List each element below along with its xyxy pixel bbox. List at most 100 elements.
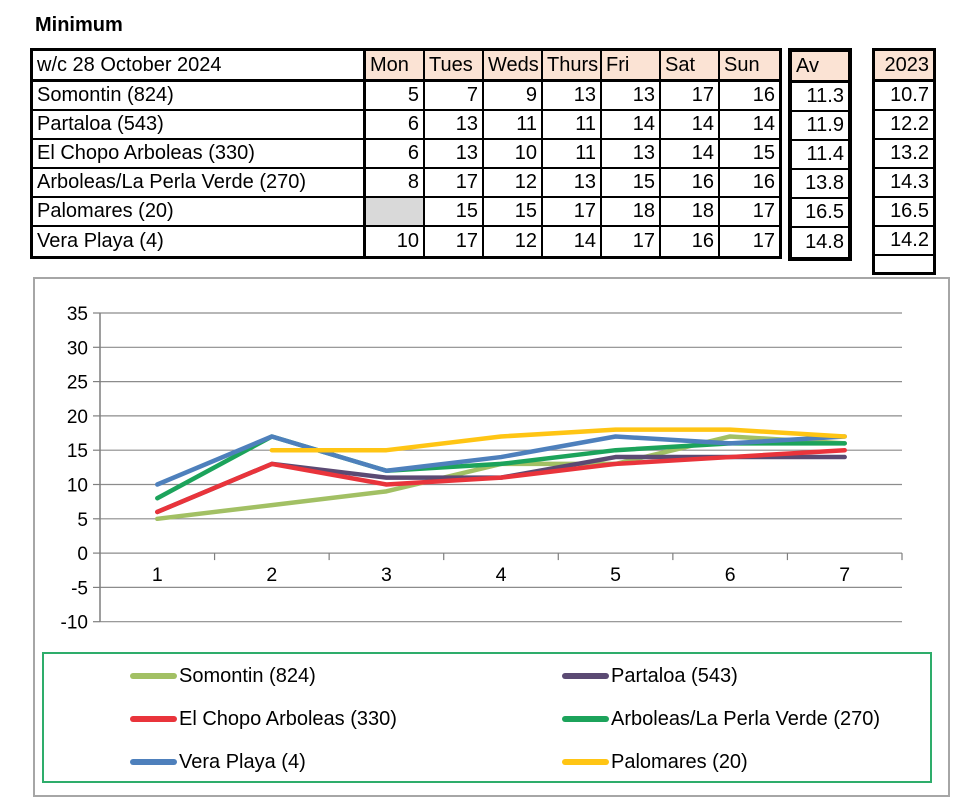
average-cell[interactable]: 11.3 bbox=[792, 83, 848, 112]
table-cell[interactable]: 18 bbox=[661, 198, 720, 227]
x-axis-label: 3 bbox=[381, 564, 392, 586]
table-cell[interactable]: 14 bbox=[661, 111, 720, 140]
table-cell[interactable]: 9 bbox=[484, 82, 543, 111]
average-cell[interactable]: 16.5 bbox=[792, 199, 848, 228]
week-table: w/c 28 October 2024 Mon Tues Weds Thurs Fri Sa… bbox=[30, 48, 782, 259]
x-axis-label: 5 bbox=[610, 564, 621, 586]
series-line-vera-playa-4 bbox=[155, 434, 847, 487]
table-cell[interactable]: 12 bbox=[484, 169, 543, 198]
table-cell[interactable]: 13 bbox=[543, 82, 602, 111]
x-axis-label: 6 bbox=[725, 564, 736, 586]
column-header-sat[interactable]: Sat bbox=[661, 51, 720, 82]
average-table: Av 11.3 11.9 11.4 13.8 16.5 14.8 bbox=[788, 48, 852, 261]
table-cell[interactable]: 10 bbox=[366, 227, 425, 256]
row-label[interactable]: Vera Playa (4) bbox=[33, 227, 366, 256]
table-cell[interactable]: 11 bbox=[543, 140, 602, 169]
column-header-thurs[interactable]: Thurs bbox=[543, 51, 602, 82]
column-header-fri[interactable]: Fri bbox=[602, 51, 661, 82]
table-cell[interactable] bbox=[366, 198, 425, 227]
column-header-av[interactable]: Av bbox=[792, 52, 848, 83]
table-cell[interactable]: 13 bbox=[425, 140, 484, 169]
table-cell[interactable]: 17 bbox=[425, 169, 484, 198]
table-cell[interactable]: 18 bbox=[602, 198, 661, 227]
week-label-cell[interactable]: w/c 28 October 2024 bbox=[33, 51, 366, 82]
table-cell[interactable]: 13 bbox=[602, 82, 661, 111]
column-header-sun[interactable]: Sun bbox=[720, 51, 779, 82]
legend-label: Palomares (20) bbox=[611, 750, 748, 773]
y-axis-label: 0 bbox=[77, 544, 88, 565]
table-cell[interactable]: 17 bbox=[661, 82, 720, 111]
y-axis-label: -10 bbox=[61, 613, 88, 634]
legend-item: Partaloa (543) bbox=[562, 662, 738, 690]
chart-legend: Somontin (824) Partaloa (543) El Chopo Arb… bbox=[42, 652, 932, 783]
row-label[interactable]: Somontin (824) bbox=[33, 82, 366, 111]
legend-item: Arboleas/La Perla Verde (270) bbox=[562, 705, 880, 733]
table-cell[interactable]: 16 bbox=[720, 82, 779, 111]
row-label[interactable]: Arboleas/La Perla Verde (270) bbox=[33, 169, 366, 198]
table-cell[interactable]: 15 bbox=[484, 198, 543, 227]
y-axis-label: 30 bbox=[67, 338, 88, 359]
prev-year-cell[interactable]: 16.5 bbox=[875, 198, 933, 227]
table-cell[interactable]: 13 bbox=[602, 140, 661, 169]
prev-year-cell[interactable]: 14.2 bbox=[875, 227, 933, 256]
table-cell[interactable]: 14 bbox=[602, 111, 661, 140]
table-cell[interactable]: 8 bbox=[366, 169, 425, 198]
table-cell[interactable]: 6 bbox=[366, 140, 425, 169]
column-header-weds[interactable]: Weds bbox=[484, 51, 543, 82]
table-cell[interactable]: 12 bbox=[484, 227, 543, 256]
table-cell[interactable]: 16 bbox=[661, 169, 720, 198]
prev-year-cell[interactable]: 14.3 bbox=[875, 169, 933, 198]
prev-year-cell[interactable]: 10.7 bbox=[875, 82, 933, 111]
table-cell[interactable]: 17 bbox=[543, 198, 602, 227]
table-cell[interactable]: 11 bbox=[543, 111, 602, 140]
row-label[interactable]: Partaloa (543) bbox=[33, 111, 366, 140]
table-cell[interactable]: 14 bbox=[661, 140, 720, 169]
chart-frame: 35 30 25 20 15 10 5 0 -5 -10 1 2 3 4 5 6 7 Somontin (824… bbox=[33, 277, 950, 797]
average-cell[interactable]: 14.8 bbox=[805, 231, 844, 253]
y-axis-label: 15 bbox=[67, 441, 88, 462]
legend-swatch bbox=[562, 673, 609, 679]
empty-spare-cell[interactable] bbox=[875, 256, 933, 272]
year-2023-table: 2023 10.7 12.2 13.2 14.3 16.5 14.2 bbox=[872, 48, 936, 275]
table-cell[interactable]: 17 bbox=[602, 227, 661, 256]
table-cell[interactable]: 10 bbox=[484, 140, 543, 169]
table-cell[interactable]: 14 bbox=[543, 227, 602, 256]
table-cell[interactable]: 14 bbox=[720, 111, 779, 140]
table-cell[interactable]: 16 bbox=[661, 227, 720, 256]
legend-swatch bbox=[562, 759, 609, 765]
table-cell[interactable]: 15 bbox=[720, 140, 779, 169]
table-cell[interactable]: 7 bbox=[425, 82, 484, 111]
table-cell[interactable]: 15 bbox=[425, 198, 484, 227]
column-header-mon[interactable]: Mon bbox=[366, 51, 425, 82]
table-cell[interactable]: 16 bbox=[720, 169, 779, 198]
table-cell[interactable]: 6 bbox=[366, 111, 425, 140]
x-axis-label: 7 bbox=[839, 564, 850, 586]
column-header-2023[interactable]: 2023 bbox=[875, 51, 933, 82]
y-axis-label: -5 bbox=[71, 578, 88, 599]
average-cell[interactable]: 13.8 bbox=[792, 170, 848, 199]
table-cell[interactable]: 13 bbox=[425, 111, 484, 140]
prev-year-cell[interactable]: 12.2 bbox=[875, 111, 933, 140]
legend-label: Vera Playa (4) bbox=[179, 750, 306, 773]
table-cell[interactable]: 17 bbox=[720, 198, 779, 227]
row-label[interactable]: Palomares (20) bbox=[33, 198, 366, 227]
table-cell[interactable]: 15 bbox=[602, 169, 661, 198]
legend-label: El Chopo Arboleas (330) bbox=[179, 707, 397, 730]
table-cell[interactable]: 5 bbox=[366, 82, 425, 111]
row-label[interactable]: El Chopo Arboleas (330) bbox=[33, 140, 366, 169]
series-line-el-chopo-arboleas-330 bbox=[155, 447, 847, 515]
prev-year-cell[interactable]: 13.2 bbox=[875, 140, 933, 169]
table-cell[interactable]: 11 bbox=[484, 111, 543, 140]
column-header-tues[interactable]: Tues bbox=[425, 51, 484, 82]
table-cell[interactable]: 13 bbox=[543, 169, 602, 198]
average-cell[interactable]: 11.4 bbox=[792, 141, 848, 170]
legend-swatch bbox=[130, 716, 177, 722]
legend-label: Arboleas/La Perla Verde (270) bbox=[611, 707, 881, 730]
y-axis-label: 20 bbox=[67, 407, 88, 428]
table-cell[interactable]: 17 bbox=[425, 227, 484, 256]
legend-label: Partaloa (543) bbox=[611, 664, 738, 687]
average-cell[interactable]: 11.9 bbox=[792, 112, 848, 141]
table-cell[interactable]: 17 bbox=[752, 230, 775, 252]
x-axis-label: 4 bbox=[496, 564, 507, 586]
